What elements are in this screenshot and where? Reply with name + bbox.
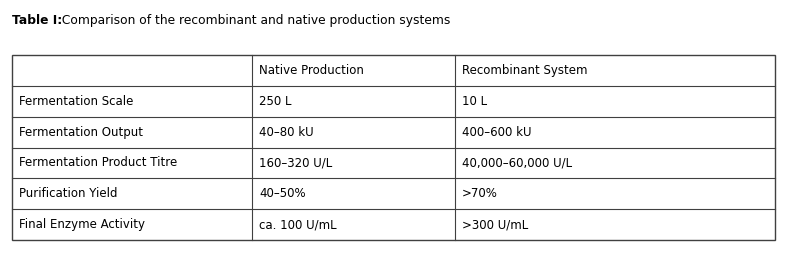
Text: Recombinant System: Recombinant System — [461, 64, 587, 77]
Text: Final Enzyme Activity: Final Enzyme Activity — [19, 218, 145, 231]
Text: Fermentation Output: Fermentation Output — [19, 126, 143, 139]
Text: ca. 100 U/mL: ca. 100 U/mL — [259, 218, 337, 231]
Text: Comparison of the recombinant and native production systems: Comparison of the recombinant and native… — [58, 14, 450, 27]
Text: >300 U/mL: >300 U/mL — [461, 218, 528, 231]
Text: 250 L: 250 L — [259, 95, 292, 108]
Bar — [12, 55, 775, 240]
Text: 400–600 kU: 400–600 kU — [461, 126, 531, 139]
Text: >70%: >70% — [461, 187, 497, 200]
Text: 40–80 kU: 40–80 kU — [259, 126, 314, 139]
Text: Fermentation Scale: Fermentation Scale — [19, 95, 133, 108]
Text: Native Production: Native Production — [259, 64, 364, 77]
Text: 10 L: 10 L — [461, 95, 487, 108]
Text: 160–320 U/L: 160–320 U/L — [259, 156, 332, 169]
Text: Fermentation Product Titre: Fermentation Product Titre — [19, 156, 177, 169]
Text: 40,000–60,000 U/L: 40,000–60,000 U/L — [461, 156, 571, 169]
Text: Purification Yield: Purification Yield — [19, 187, 117, 200]
Text: Table I:: Table I: — [12, 14, 62, 27]
Text: 40–50%: 40–50% — [259, 187, 306, 200]
